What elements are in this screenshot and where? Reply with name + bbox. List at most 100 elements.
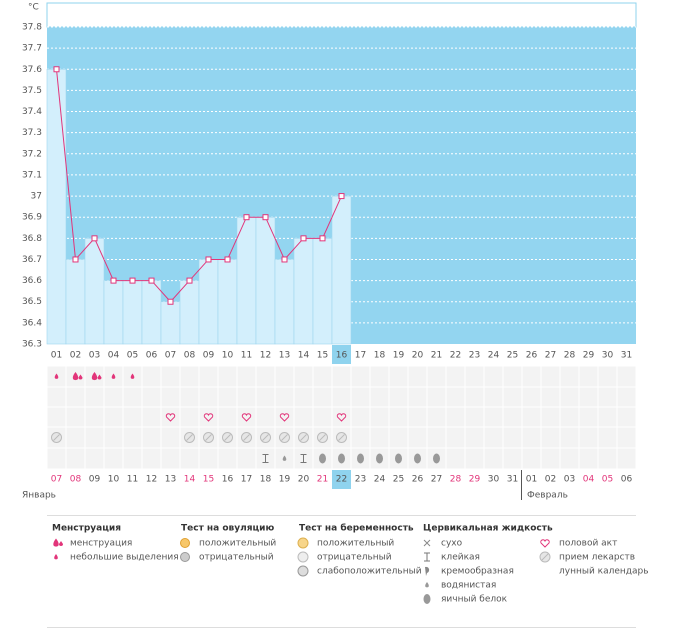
symbol-cell bbox=[199, 387, 218, 407]
temperature-point bbox=[205, 256, 212, 263]
symbol-cell bbox=[408, 366, 427, 387]
y-tick-label: 36.7 bbox=[22, 255, 42, 265]
temperature-bar bbox=[160, 301, 181, 345]
day-label: 25 bbox=[507, 351, 518, 361]
symbol-cell bbox=[66, 448, 85, 469]
y-label: °C bbox=[28, 3, 39, 13]
symbol-cell bbox=[579, 448, 598, 469]
symbol-cell bbox=[522, 366, 541, 387]
temperature-bar bbox=[141, 280, 162, 345]
symbol-cell bbox=[427, 387, 446, 407]
moon-icon bbox=[541, 566, 546, 576]
date-label: 13 bbox=[165, 475, 176, 485]
temperature-bar bbox=[122, 280, 143, 345]
symbol-cell bbox=[389, 427, 408, 448]
legend-item: положительный bbox=[317, 539, 394, 549]
symbol-cell bbox=[484, 407, 503, 427]
symbol-cell bbox=[294, 387, 313, 407]
symbol-cell bbox=[294, 366, 313, 387]
drop-icon bbox=[91, 372, 98, 381]
date-label: 06 bbox=[621, 475, 633, 485]
y-tick-label: 37 bbox=[31, 192, 42, 202]
drop-icon bbox=[282, 455, 287, 461]
symbol-cell bbox=[503, 407, 522, 427]
symbol-cell bbox=[351, 366, 370, 387]
egg-icon bbox=[414, 453, 421, 464]
symbol-cell bbox=[503, 448, 522, 469]
symbol-cell bbox=[256, 387, 275, 407]
date-label: 15 bbox=[203, 475, 214, 485]
symbol-cell bbox=[104, 448, 123, 469]
symbol-cell bbox=[237, 366, 256, 387]
symbol-cell bbox=[465, 448, 484, 469]
test-icon bbox=[297, 551, 309, 563]
day-label: 20 bbox=[412, 351, 424, 361]
symbol-cell bbox=[237, 387, 256, 407]
pill-icon bbox=[319, 434, 326, 441]
symbol-cell bbox=[541, 387, 560, 407]
pill-icon bbox=[338, 434, 345, 441]
date-label: 10 bbox=[108, 475, 120, 485]
symbol-cell bbox=[503, 387, 522, 407]
temperature-point bbox=[186, 277, 193, 284]
legend-item: водянистая bbox=[441, 581, 496, 591]
temperature-bar bbox=[255, 216, 276, 345]
drop-icon bbox=[72, 372, 79, 381]
symbol-cell bbox=[142, 366, 161, 387]
legend-item: прием лекарств bbox=[559, 553, 635, 563]
symbol-cell bbox=[85, 387, 104, 407]
temperature-point bbox=[110, 277, 117, 284]
pill-icon bbox=[541, 553, 549, 561]
day-label: 28 bbox=[564, 351, 576, 361]
date-label: 02 bbox=[545, 475, 556, 485]
symbol-cell bbox=[199, 407, 218, 427]
symbol-cell bbox=[47, 448, 66, 469]
day-label: 08 bbox=[184, 351, 196, 361]
symbol-cell bbox=[104, 407, 123, 427]
temperature-point bbox=[91, 235, 98, 242]
egg-icon bbox=[395, 453, 402, 464]
legend-title: Менструация bbox=[52, 524, 121, 534]
symbol-cell bbox=[332, 366, 351, 387]
symbol-cell bbox=[294, 407, 313, 427]
date-label: 17 bbox=[241, 475, 252, 485]
y-tick-label: 36.6 bbox=[22, 276, 42, 286]
symbol-cell bbox=[218, 448, 237, 469]
symbol-cell bbox=[237, 448, 256, 469]
test-icon bbox=[180, 538, 190, 548]
symbol-cell bbox=[161, 427, 180, 448]
drop-icon bbox=[59, 541, 63, 546]
legend-item: положительный bbox=[199, 539, 276, 549]
symbol-cell bbox=[560, 427, 579, 448]
test-icon bbox=[297, 565, 309, 577]
symbol-cell bbox=[332, 387, 351, 407]
symbol-cell bbox=[161, 387, 180, 407]
y-tick-label: 37.8 bbox=[22, 23, 42, 33]
day-label: 05 bbox=[127, 351, 138, 361]
symbol-cell bbox=[598, 407, 617, 427]
pill-icon bbox=[186, 434, 193, 441]
day-label: 26 bbox=[526, 351, 538, 361]
date-label: 19 bbox=[279, 475, 291, 485]
symbol-cell bbox=[541, 366, 560, 387]
legend-item: яичный белок bbox=[441, 595, 508, 605]
symbol-cell bbox=[446, 427, 465, 448]
legend-item: менструация bbox=[70, 539, 132, 549]
cream-icon bbox=[425, 566, 430, 576]
day-label: 12 bbox=[260, 351, 271, 361]
legend-item: сухо bbox=[441, 539, 463, 549]
temperature-bar bbox=[236, 216, 257, 345]
symbol-cell bbox=[313, 366, 332, 387]
symbol-cell bbox=[66, 427, 85, 448]
sticky-icon bbox=[300, 454, 307, 463]
symbol-cell bbox=[503, 427, 522, 448]
temperature-bar bbox=[65, 259, 86, 345]
day-label: 21 bbox=[431, 351, 442, 361]
day-label: 15 bbox=[317, 351, 328, 361]
symbol-cell bbox=[142, 387, 161, 407]
date-label: 05 bbox=[602, 475, 613, 485]
date-label: 09 bbox=[89, 475, 101, 485]
symbol-cell bbox=[180, 387, 199, 407]
symbol-cell bbox=[104, 387, 123, 407]
symbol-cell bbox=[256, 366, 275, 387]
